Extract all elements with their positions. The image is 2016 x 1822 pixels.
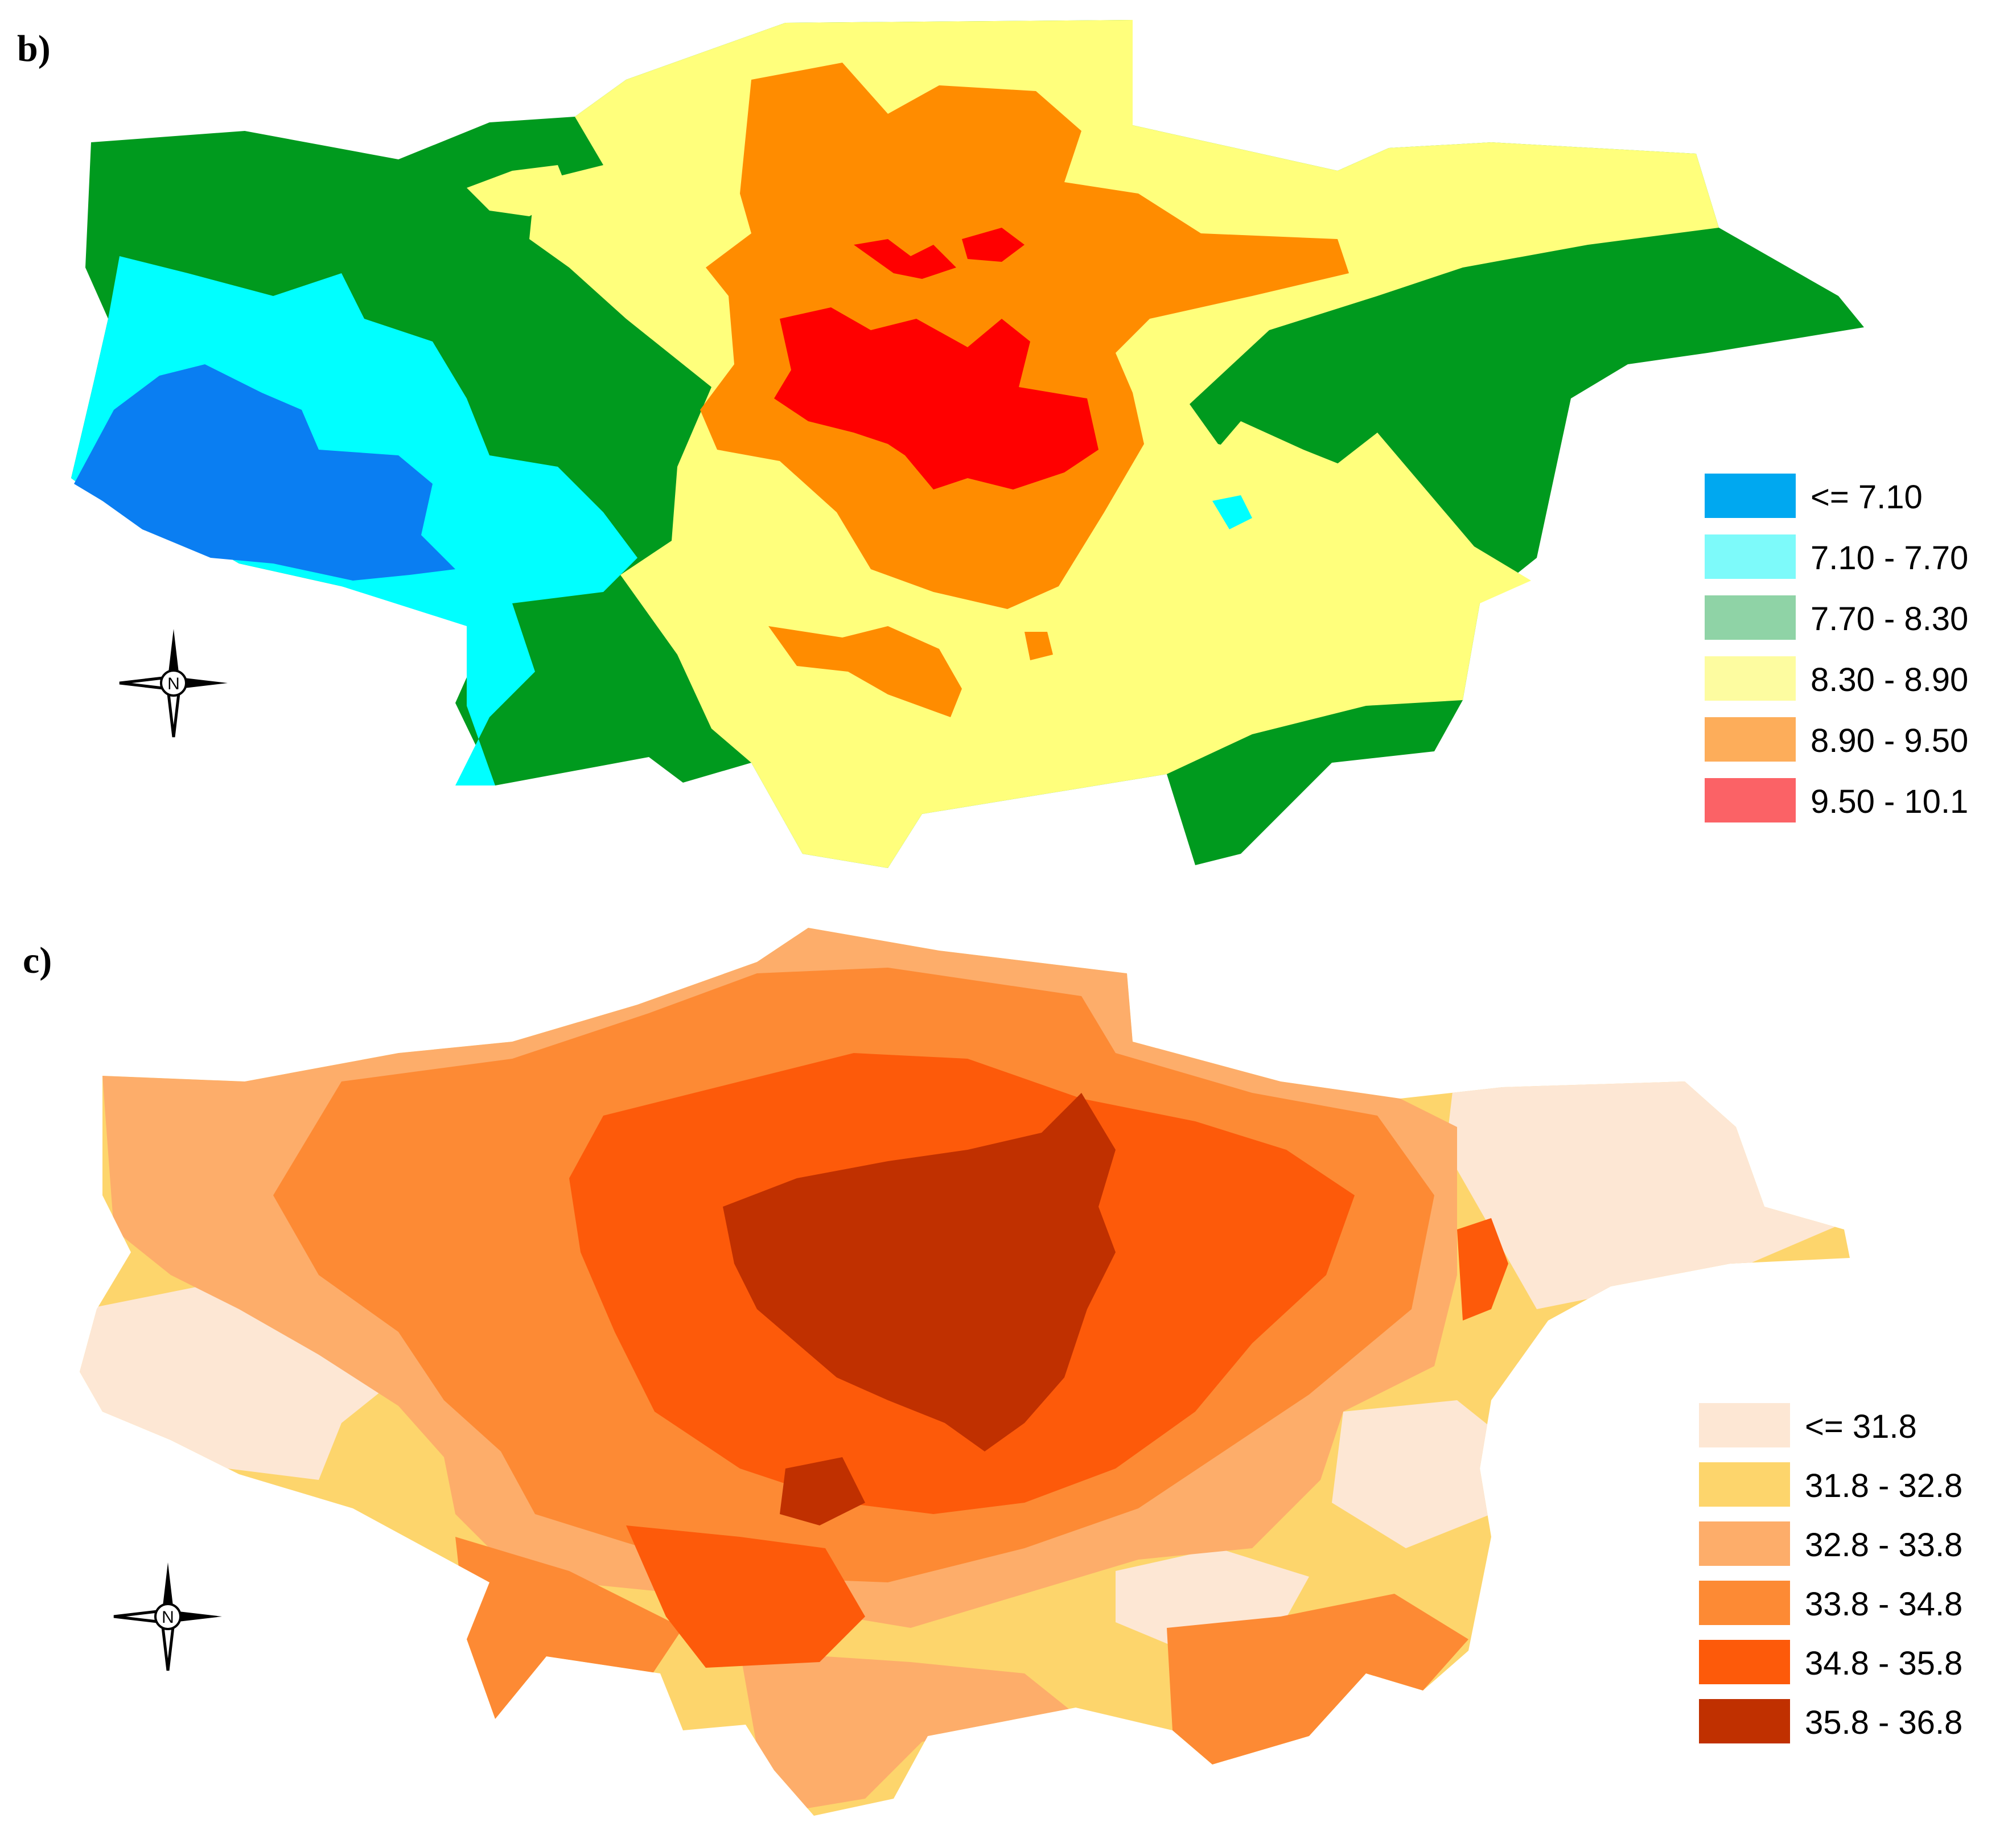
legend-label: 34.8 - 35.8 xyxy=(1805,1645,1963,1682)
legend-swatch xyxy=(1699,1521,1790,1566)
region-class-33.8-34.8 xyxy=(1167,1594,1468,1765)
compass-letter: N xyxy=(167,674,180,693)
compass-letter: N xyxy=(162,1608,174,1627)
region-class-32.8-33.8 xyxy=(740,1651,1081,1810)
legend-label: 31.8 - 32.8 xyxy=(1805,1467,1963,1504)
region-class-35.8-36.8 xyxy=(723,1093,1116,1451)
legend-item: 34.8 - 35.8 xyxy=(1699,1640,1995,1685)
map-panel-b: b) N <= xyxy=(17,20,2001,868)
legend-swatch xyxy=(1699,1699,1790,1743)
legend-swatch xyxy=(1699,1581,1790,1625)
legend-item: 31.8 - 32.8 xyxy=(1699,1462,1995,1508)
legend-item: 33.8 - 34.8 xyxy=(1699,1581,1995,1626)
legend-swatch xyxy=(1699,1462,1790,1507)
legend-swatch xyxy=(1699,1403,1790,1447)
region-class-8.90-9.50 xyxy=(768,626,962,717)
legend-label: 8.30 - 8.90 xyxy=(1811,661,1969,698)
region-class-35.8-36.8 xyxy=(780,1457,865,1525)
region-class-9.50-10.1 xyxy=(854,239,956,279)
legend-label: 33.8 - 34.8 xyxy=(1805,1586,1963,1623)
legend-swatch xyxy=(1699,1640,1790,1684)
choropleth-map-b xyxy=(71,20,1864,868)
legend-label: 32.8 - 33.8 xyxy=(1805,1527,1963,1564)
choropleth-map-c xyxy=(80,928,1850,1816)
legend-label: 7.70 - 8.30 xyxy=(1811,601,1969,638)
region-class-le-31.8 xyxy=(1332,1400,1514,1548)
region-class-9.50-10.1 xyxy=(774,307,1098,490)
legend-item: 8.90 - 9.50 xyxy=(1705,717,2001,763)
legend-label: 9.50 - 10.1 xyxy=(1811,783,1969,820)
legend-label: <= 31.8 xyxy=(1805,1408,1917,1445)
region-class-9.50-10.1 xyxy=(962,228,1025,262)
legend-item: <= 31.8 xyxy=(1699,1403,1995,1449)
region-class-34.8-35.8 xyxy=(1457,1218,1508,1321)
region-class-le-7.10 xyxy=(74,364,455,581)
legend-label: 35.8 - 36.8 xyxy=(1805,1704,1963,1741)
region-class-8.90-9.50 xyxy=(1025,632,1053,660)
legend-item: 7.10 - 7.70 xyxy=(1705,534,2001,580)
north-arrow-icon: N xyxy=(117,626,231,743)
legend-swatch xyxy=(1705,717,1796,762)
panel-label: b) xyxy=(17,28,51,69)
map-panel-c: c) xyxy=(0,911,2016,1822)
legend-swatch xyxy=(1705,534,1796,579)
legend-label: 7.10 - 7.70 xyxy=(1811,540,1969,577)
legend-swatch xyxy=(1705,474,1796,518)
region-class-8.30-8.90 xyxy=(467,165,569,216)
legend-item: 35.8 - 36.8 xyxy=(1699,1699,1995,1745)
legend-item: 8.30 - 8.90 xyxy=(1705,656,2001,702)
legend-item: 7.70 - 8.30 xyxy=(1705,595,2001,641)
region-class-8.30-8.90 xyxy=(1207,421,1474,609)
legend-label: 8.90 - 9.50 xyxy=(1811,722,1969,759)
region-class-8.90-9.50 xyxy=(700,63,1349,609)
legend-swatch xyxy=(1705,778,1796,822)
region-class-34.8-35.8 xyxy=(626,1525,865,1668)
region-class-7.10-7.70 xyxy=(1212,495,1252,529)
legend-swatch xyxy=(1705,656,1796,701)
legend-label: <= 7.10 xyxy=(1811,479,1923,516)
panel-label: c) xyxy=(23,940,52,981)
legend-item: 9.50 - 10.1 xyxy=(1705,778,2001,824)
legend-item: <= 7.10 xyxy=(1705,474,2001,519)
legend-item: 32.8 - 33.8 xyxy=(1699,1521,1995,1567)
legend-swatch xyxy=(1705,595,1796,640)
north-arrow-icon: N xyxy=(111,1560,225,1676)
